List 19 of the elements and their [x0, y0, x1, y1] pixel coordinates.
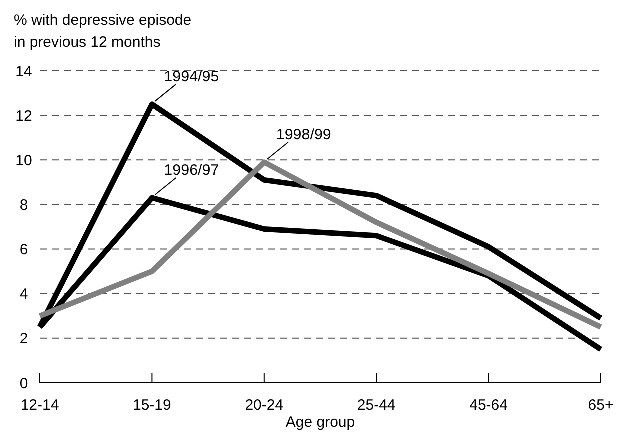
x-axis-title: Age group	[286, 414, 356, 431]
y-tick-label: 6	[20, 242, 28, 259]
series-label: 1998/99	[276, 126, 332, 144]
x-tick-label: 45-64	[470, 397, 508, 414]
y-tick-label: 12	[16, 108, 32, 125]
x-tick-label: 65+	[588, 397, 614, 414]
series-label: 1994/95	[164, 68, 220, 86]
y-tick-label: 14	[16, 63, 32, 80]
y-tick-label: 0	[20, 375, 28, 392]
x-tick-label: 12-14	[20, 397, 60, 414]
y-axis-title: % with depressive episode in previous 12 months	[14, 12, 192, 51]
series-label: 1996/97	[164, 162, 220, 180]
y-tick-label: 2	[20, 330, 28, 348]
y-tick-label: 8	[20, 196, 28, 214]
x-tick-label: 15-19	[133, 397, 172, 414]
x-tick-label: 20-24	[245, 397, 284, 414]
y-tick-label: 4	[20, 286, 28, 304]
y-tick-label: 10	[16, 152, 32, 170]
x-tick-label: 25-44	[357, 397, 396, 414]
